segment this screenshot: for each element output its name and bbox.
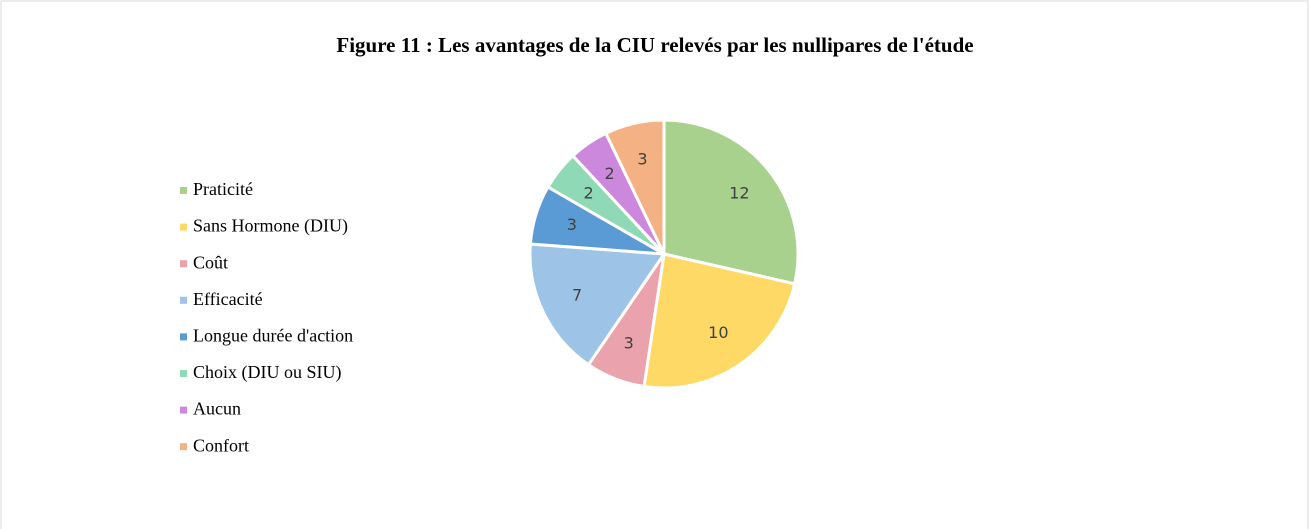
legend-label: Praticité xyxy=(193,179,253,199)
legend-swatch xyxy=(180,260,187,268)
legend-label: Aucun xyxy=(193,399,241,419)
data-label: 2 xyxy=(605,164,615,183)
legend-label: Sans Hormone (DIU) xyxy=(193,216,348,237)
legend-swatch xyxy=(180,223,187,231)
data-label: 7 xyxy=(572,285,582,304)
legend-label: Confort xyxy=(193,435,249,455)
legend-swatch xyxy=(180,406,187,414)
data-label: 10 xyxy=(708,323,728,342)
legend-swatch xyxy=(180,443,187,451)
legend-label: Efficacité xyxy=(193,289,263,309)
legend-swatch xyxy=(180,187,187,194)
data-label: 3 xyxy=(624,333,634,352)
legend-swatch xyxy=(180,370,187,377)
pie-slice xyxy=(528,242,667,367)
data-label: 12 xyxy=(729,183,749,202)
chart-title: Figure 11 : Les avantages de la CIU rele… xyxy=(336,33,973,57)
data-label: 2 xyxy=(583,183,593,202)
legend-swatch xyxy=(180,296,187,304)
legend-swatch xyxy=(180,333,187,341)
pie-slice xyxy=(662,118,800,286)
legend-label: Choix (DIU ou SIU) xyxy=(193,362,342,383)
pie-slice xyxy=(603,118,666,255)
data-label: 3 xyxy=(567,215,577,234)
legend-label: Longue durée d'action xyxy=(193,326,353,346)
data-label: 3 xyxy=(637,149,647,168)
pie-slice xyxy=(642,252,797,390)
legend-label: Coût xyxy=(193,252,228,272)
